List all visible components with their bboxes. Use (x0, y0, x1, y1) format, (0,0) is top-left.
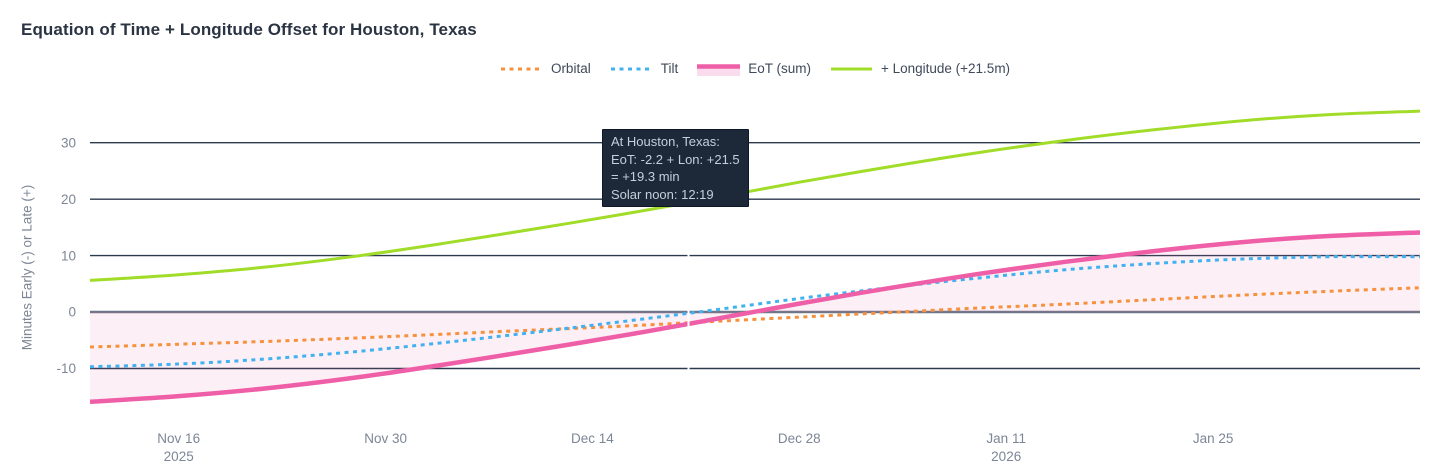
series-tilt-line[interactable] (89, 255, 1421, 369)
legend-item-tilt[interactable]: Tilt (610, 61, 679, 76)
y-tick-label: 10 (61, 248, 76, 263)
y-tick-label: 0 (68, 305, 76, 320)
hover-tooltip: At Houston, Texas: EoT: -2.2 + Lon: +21.… (602, 129, 749, 207)
legend-sample-tilt (610, 67, 652, 70)
tooltip-line: EoT: -2.2 + Lon: +21.5 (611, 151, 740, 167)
legend: Orbital Tilt EoT (sum) + Longitude (+21.5m) (90, 61, 1420, 76)
legend-item-orbital[interactable]: Orbital (500, 61, 591, 76)
y-tick-label: 20 (61, 192, 76, 207)
tooltip-line: Solar noon: 12:19 (611, 186, 714, 202)
chart-title: Equation of Time + Longitude Offset for … (21, 20, 477, 39)
legend-item-longitude[interactable]: + Longitude (+21.5m) (830, 61, 1010, 76)
x-tick-label: Dec 14 (571, 431, 614, 446)
series-eotsum-line[interactable] (89, 230, 1421, 405)
x-tick-sublabel: 2026 (991, 449, 1021, 464)
tooltip-line: At Houston, Texas: (611, 134, 720, 149)
y-tick-label: -10 (56, 361, 76, 376)
legend-label: Tilt (660, 61, 679, 76)
series-eotsum-fill (90, 232, 1420, 402)
series-orbital-line[interactable] (89, 286, 1421, 349)
x-tick-sublabel: 2025 (164, 449, 194, 464)
legend-sample-longitude (830, 67, 872, 70)
legend-label: Orbital (550, 61, 591, 76)
x-tick-label: Dec 28 (778, 431, 821, 446)
x-tick-label: Nov 16 (157, 431, 200, 446)
tooltip-line: = +19.3 min (611, 169, 680, 184)
legend-sample-orbital (500, 67, 542, 70)
x-tick-label: Nov 30 (364, 431, 407, 446)
legend-label: + Longitude (+21.5m) (880, 61, 1011, 76)
legend-sample-eot (697, 63, 741, 76)
x-tick-label: Jan 11 (986, 431, 1026, 446)
legend-item-eot[interactable]: EoT (sum) (697, 61, 811, 76)
legend-label: EoT (sum) (748, 61, 811, 76)
y-tick-label: 30 (61, 135, 76, 150)
x-tick-label: Jan 25 (1193, 431, 1234, 446)
series-longitudem-line[interactable] (89, 109, 1421, 282)
